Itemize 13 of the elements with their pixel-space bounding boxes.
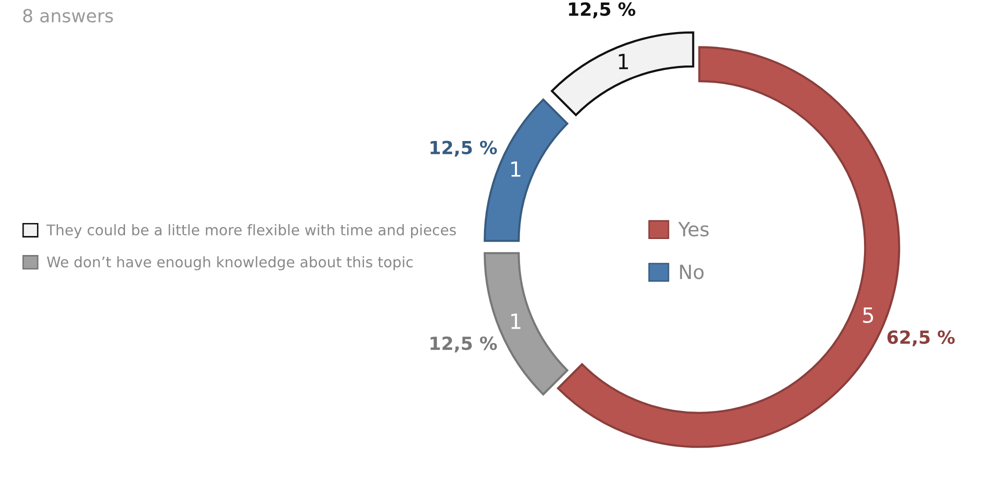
data-label: 12,5 % — [430, 140, 497, 157]
text: 1 — [511, 161, 520, 177]
text: 5 — [863, 308, 874, 324]
data-label: 12,5 % — [569, 2, 636, 18]
data-label: 62,5 % — [887, 330, 955, 346]
data-label: 12,5 % — [430, 336, 497, 352]
legend-label: They could be a little more flexible with time and pieces — [46, 224, 456, 238]
chart-title: 8 answers — [23, 8, 113, 23]
text: 1 — [618, 54, 628, 70]
legend-label: No — [680, 264, 704, 280]
legend-label: Yes — [678, 222, 709, 237]
text: 1 — [511, 314, 520, 329]
legend-label: We don’t have enough knowledge about this topic — [46, 256, 413, 270]
